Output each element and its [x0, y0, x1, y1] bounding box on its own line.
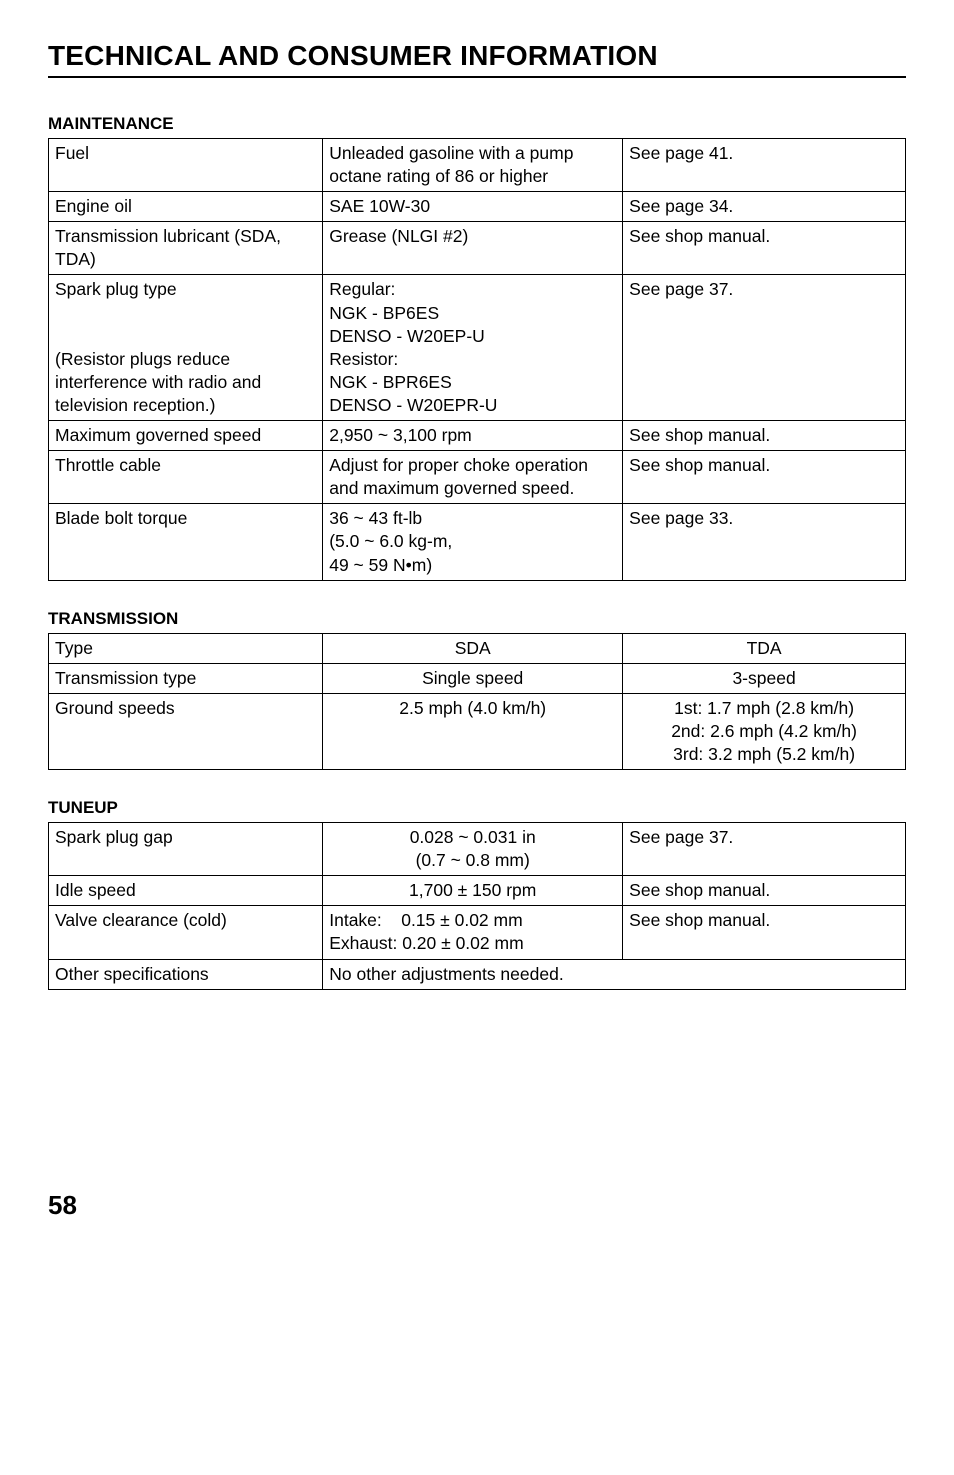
cell-label: Transmission lubricant (SDA, TDA) [49, 222, 323, 275]
table-row: Spark plug gap 0.028 ~ 0.031 in(0.7 ~ 0.… [49, 823, 906, 876]
cell-label: Type [49, 633, 323, 663]
cell-c3: See shop manual. [623, 906, 906, 959]
cell-c3: See shop manual. [623, 876, 906, 906]
cell-spec: 2,950 ~ 3,100 rpm [323, 421, 623, 451]
table-row: Transmission lubricant (SDA, TDA) Grease… [49, 222, 906, 275]
cell-label: Ground speeds [49, 693, 323, 769]
table-row: Idle speed 1,700 ± 150 rpm See shop manu… [49, 876, 906, 906]
cell-ref: See shop manual. [623, 421, 906, 451]
cell-c2: Single speed [323, 663, 623, 693]
cell-c2: 1,700 ± 150 rpm [323, 876, 623, 906]
cell-ref: See shop manual. [623, 222, 906, 275]
cell-merged: No other adjustments needed. [323, 959, 906, 989]
cell-c3: TDA [623, 633, 906, 663]
maintenance-table: Fuel Unleaded gasoline with a pump octan… [48, 138, 906, 581]
cell-spec: 36 ~ 43 ft-lb(5.0 ~ 6.0 kg-m,49 ~ 59 N•m… [323, 504, 623, 580]
page-title: TECHNICAL AND CONSUMER INFORMATION [48, 40, 906, 72]
cell-label: Throttle cable [49, 451, 323, 504]
cell-c2: Intake: 0.15 ± 0.02 mmExhaust: 0.20 ± 0.… [323, 906, 623, 959]
cell-label: Maximum governed speed [49, 421, 323, 451]
transmission-heading: TRANSMISSION [48, 609, 906, 629]
cell-label: Spark plug type(Resistor plugs reduce in… [49, 275, 323, 421]
cell-label: Spark plug gap [49, 823, 323, 876]
cell-c3: 3-speed [623, 663, 906, 693]
table-row: Ground speeds 2.5 mph (4.0 km/h) 1st: 1.… [49, 693, 906, 769]
cell-spec: Regular:NGK - BP6ESDENSO - W20EP-UResist… [323, 275, 623, 421]
table-row: Engine oil SAE 10W-30 See page 34. [49, 192, 906, 222]
table-row: Valve clearance (cold) Intake: 0.15 ± 0.… [49, 906, 906, 959]
cell-label: Other specifications [49, 959, 323, 989]
cell-label: Valve clearance (cold) [49, 906, 323, 959]
transmission-table: Type SDA TDA Transmission type Single sp… [48, 633, 906, 770]
cell-label: Blade bolt torque [49, 504, 323, 580]
title-rule [48, 76, 906, 78]
cell-c2: SDA [323, 633, 623, 663]
cell-spec: Unleaded gasoline with a pump octane rat… [323, 139, 623, 192]
table-row: Maximum governed speed 2,950 ~ 3,100 rpm… [49, 421, 906, 451]
cell-c2: 2.5 mph (4.0 km/h) [323, 693, 623, 769]
cell-ref: See page 37. [623, 275, 906, 421]
cell-spec: SAE 10W-30 [323, 192, 623, 222]
cell-spec: Grease (NLGI #2) [323, 222, 623, 275]
table-row: Spark plug type(Resistor plugs reduce in… [49, 275, 906, 421]
table-row: Blade bolt torque 36 ~ 43 ft-lb(5.0 ~ 6.… [49, 504, 906, 580]
tuneup-table: Spark plug gap 0.028 ~ 0.031 in(0.7 ~ 0.… [48, 822, 906, 990]
cell-c2: 0.028 ~ 0.031 in(0.7 ~ 0.8 mm) [323, 823, 623, 876]
tuneup-heading: TUNEUP [48, 798, 906, 818]
cell-label: Fuel [49, 139, 323, 192]
cell-label: Engine oil [49, 192, 323, 222]
cell-c3: See page 37. [623, 823, 906, 876]
table-row: Transmission type Single speed 3-speed [49, 663, 906, 693]
cell-ref: See page 34. [623, 192, 906, 222]
cell-ref: See page 33. [623, 504, 906, 580]
table-row: Type SDA TDA [49, 633, 906, 663]
cell-label: Transmission type [49, 663, 323, 693]
page-number: 58 [48, 1190, 906, 1221]
cell-ref: See shop manual. [623, 451, 906, 504]
maintenance-heading: MAINTENANCE [48, 114, 906, 134]
cell-spec: Adjust for proper choke operation and ma… [323, 451, 623, 504]
cell-ref: See page 41. [623, 139, 906, 192]
table-row: Throttle cable Adjust for proper choke o… [49, 451, 906, 504]
cell-c3: 1st: 1.7 mph (2.8 km/h)2nd: 2.6 mph (4.2… [623, 693, 906, 769]
table-row: Fuel Unleaded gasoline with a pump octan… [49, 139, 906, 192]
table-row: Other specifications No other adjustment… [49, 959, 906, 989]
cell-label: Idle speed [49, 876, 323, 906]
